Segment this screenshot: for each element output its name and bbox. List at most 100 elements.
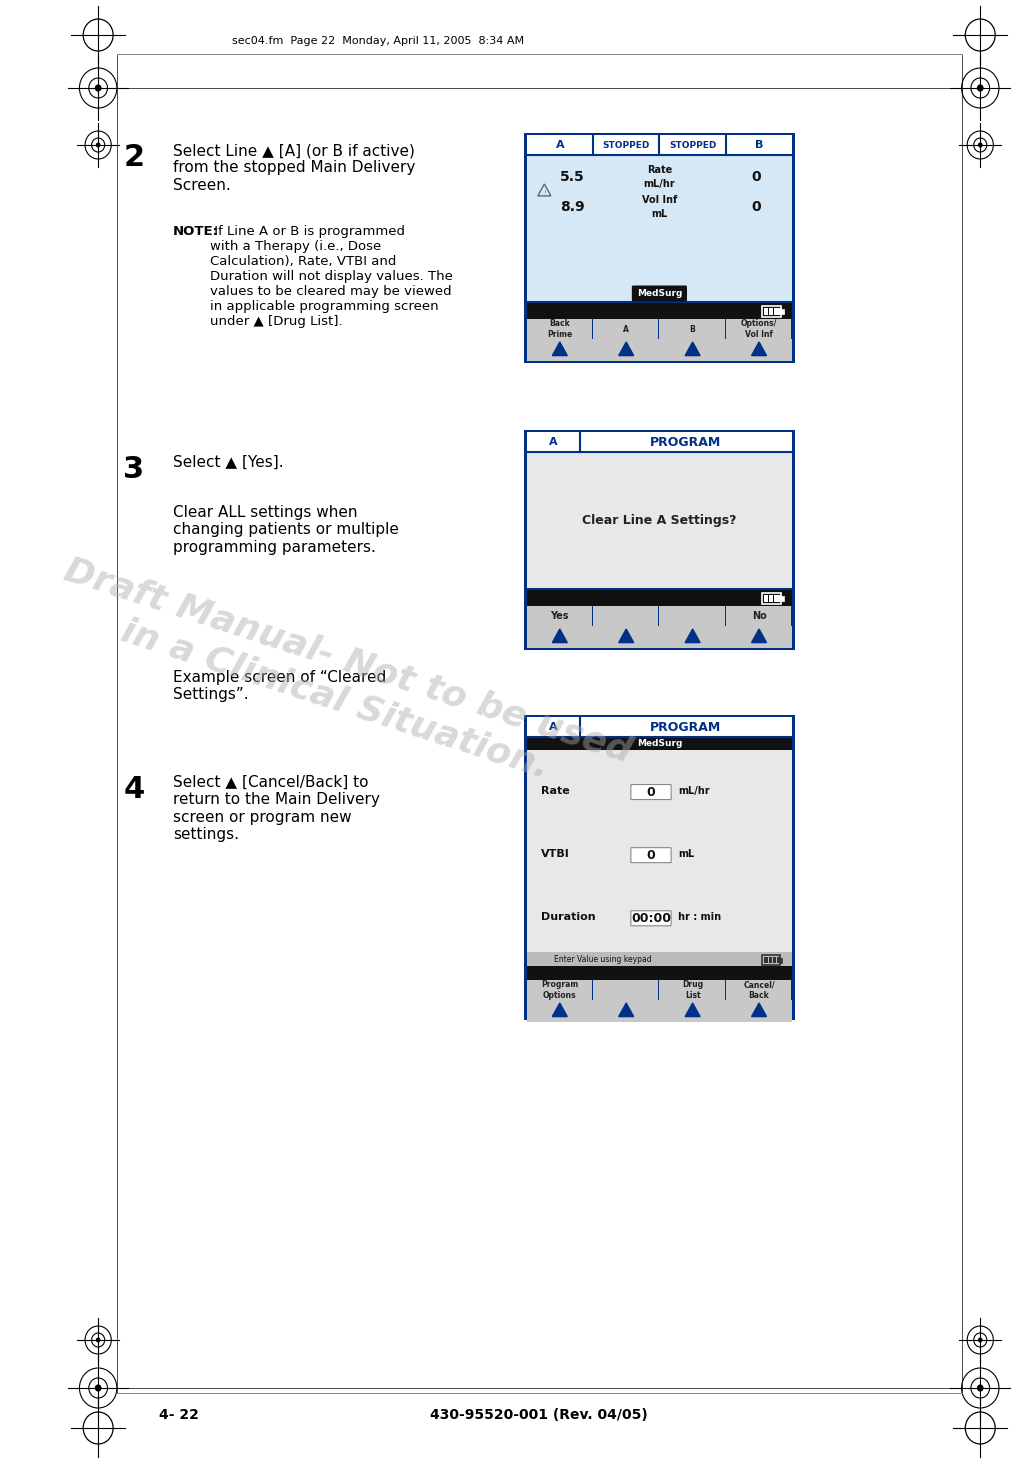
Polygon shape (619, 629, 634, 642)
Bar (769, 957, 772, 963)
Text: !: ! (543, 190, 546, 195)
Text: 5.5: 5.5 (560, 170, 585, 184)
Bar (593, 606, 658, 626)
Bar (524, 715, 795, 1020)
Bar (527, 135, 792, 155)
Text: 0: 0 (646, 786, 655, 799)
Bar (593, 319, 658, 339)
Text: mL/hr: mL/hr (678, 786, 710, 796)
Bar (764, 595, 768, 601)
Polygon shape (752, 342, 767, 356)
Text: Vol Inf: Vol Inf (642, 195, 677, 205)
Text: Select ▲ [Yes].: Select ▲ [Yes]. (173, 455, 284, 470)
Bar (763, 306, 781, 317)
Text: sec04.fm  Page 22  Monday, April 11, 2005  8:34 AM: sec04.fm Page 22 Monday, April 11, 2005 … (232, 37, 524, 45)
Polygon shape (685, 1004, 700, 1017)
Text: Back
Prime: Back Prime (547, 319, 572, 339)
Circle shape (977, 85, 984, 92)
Text: PROGRAM: PROGRAM (650, 436, 721, 449)
Bar (527, 737, 792, 751)
Text: STOPPED: STOPPED (603, 140, 650, 149)
Text: Drug
List: Drug List (682, 980, 703, 999)
Circle shape (96, 1337, 100, 1343)
Bar (527, 155, 792, 301)
Polygon shape (752, 1004, 767, 1017)
Text: 3: 3 (124, 455, 145, 484)
Text: Options/
Vol Inf: Options/ Vol Inf (741, 319, 777, 339)
Bar (527, 303, 792, 319)
Bar (773, 957, 776, 963)
Text: Yes: Yes (550, 612, 569, 620)
Text: Clear Line A Settings?: Clear Line A Settings? (582, 514, 736, 527)
FancyBboxPatch shape (632, 285, 687, 301)
FancyBboxPatch shape (631, 847, 671, 863)
Text: A: A (549, 437, 557, 448)
Text: Rate: Rate (541, 786, 569, 796)
Bar (527, 1001, 792, 1023)
Bar (527, 432, 792, 452)
Text: Select Line ▲ [A] (or B if active)
from the stopped Main Delivery
Screen.: Select Line ▲ [A] (or B if active) from … (173, 143, 415, 193)
Text: mL/hr: mL/hr (643, 178, 676, 189)
FancyBboxPatch shape (631, 784, 671, 800)
Text: 00:00: 00:00 (631, 911, 671, 925)
Bar (726, 606, 791, 626)
Text: Duration: Duration (541, 913, 596, 922)
Circle shape (95, 85, 101, 92)
Bar (527, 626, 792, 648)
Bar (527, 339, 792, 361)
Bar (527, 606, 592, 626)
Bar (778, 595, 782, 601)
Text: 0: 0 (751, 170, 761, 184)
Text: hr : min: hr : min (678, 913, 721, 922)
Text: Select ▲ [Cancel/Back] to
return to the Main Delivery
screen or program new
sett: Select ▲ [Cancel/Back] to return to the … (173, 775, 380, 843)
Text: Draft Manual- Not to be used
in a Clinical Situation.: Draft Manual- Not to be used in a Clinic… (48, 553, 635, 806)
Text: MedSurg: MedSurg (637, 739, 682, 748)
Bar (763, 593, 781, 604)
Text: A: A (555, 140, 564, 151)
Bar (781, 595, 784, 601)
Bar (527, 751, 792, 952)
Bar (527, 452, 792, 588)
Polygon shape (685, 342, 700, 356)
Text: No: No (752, 612, 767, 620)
Text: B: B (755, 140, 763, 151)
Bar (726, 980, 791, 1001)
Bar (726, 319, 791, 339)
Text: 430-95520-001 (Rev. 04/05): 430-95520-001 (Rev. 04/05) (430, 1407, 647, 1422)
Bar (769, 309, 773, 315)
Text: 4- 22: 4- 22 (159, 1407, 199, 1422)
Text: If Line A or B is programmed
with a Therapy (i.e., Dose
Calculation), Rate, VTBI: If Line A or B is programmed with a Ther… (211, 225, 453, 328)
Text: VTBI: VTBI (541, 849, 569, 859)
Polygon shape (552, 342, 567, 356)
Circle shape (978, 142, 983, 148)
Circle shape (95, 1384, 101, 1391)
Text: 0: 0 (646, 849, 655, 862)
Bar (781, 309, 784, 315)
Polygon shape (685, 629, 700, 642)
Bar (777, 957, 781, 963)
Text: B: B (690, 325, 696, 334)
Circle shape (977, 1384, 984, 1391)
Bar (527, 717, 792, 737)
Text: Enter Value using keypad: Enter Value using keypad (554, 954, 652, 964)
Text: A: A (549, 723, 557, 732)
Bar (778, 309, 782, 315)
Bar (527, 590, 792, 606)
Bar (769, 595, 773, 601)
Bar (659, 980, 725, 1001)
Text: 8.9: 8.9 (560, 200, 585, 214)
Bar (764, 957, 768, 963)
Bar (524, 430, 795, 650)
Text: Program
Options: Program Options (541, 980, 578, 999)
Bar (527, 966, 792, 980)
Bar (527, 980, 592, 1001)
Bar (527, 319, 592, 339)
FancyBboxPatch shape (631, 911, 671, 926)
Bar (763, 955, 780, 966)
Circle shape (978, 1337, 983, 1343)
Text: 0: 0 (751, 200, 761, 214)
Text: mL: mL (678, 849, 694, 859)
Bar (659, 606, 725, 626)
Polygon shape (619, 1004, 634, 1017)
Text: MedSurg: MedSurg (637, 290, 682, 298)
